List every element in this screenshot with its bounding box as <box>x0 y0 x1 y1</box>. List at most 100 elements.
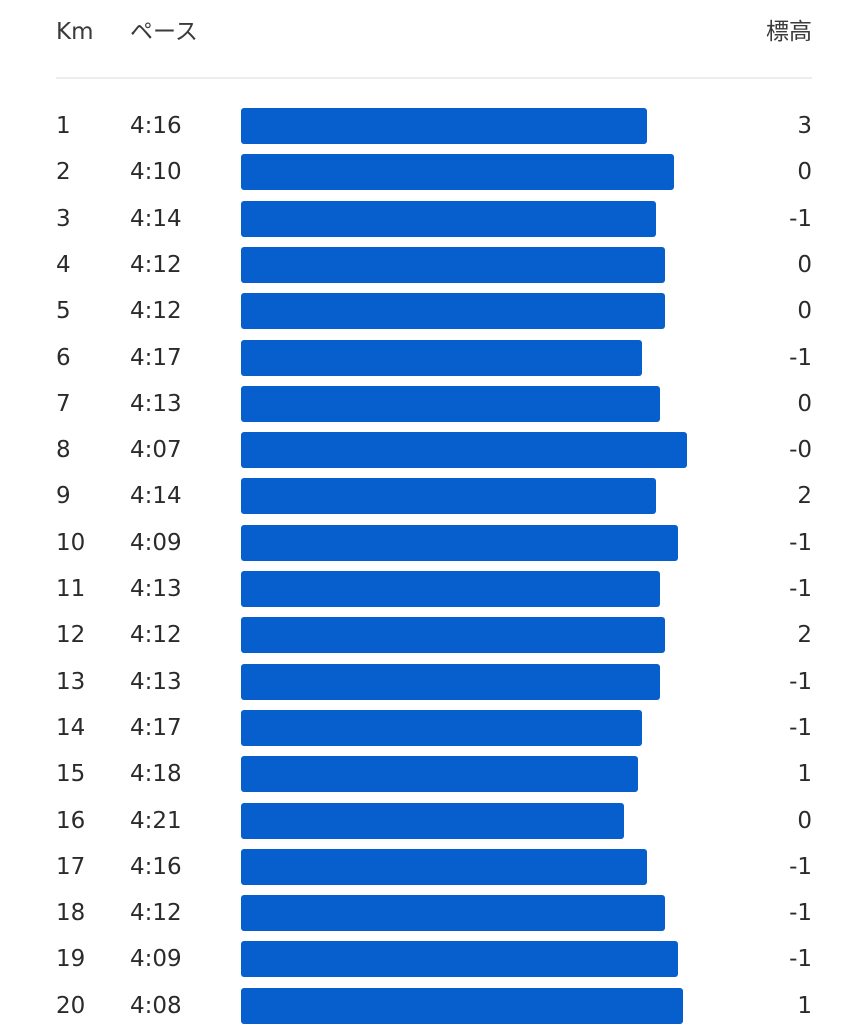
split-row: 18 4:12 -1 <box>0 894 868 932</box>
split-pace: 4:14 <box>130 205 182 232</box>
split-elevation: 0 <box>797 159 812 186</box>
split-pace: 4:13 <box>130 668 182 695</box>
split-pace: 4:13 <box>130 390 182 417</box>
split-elevation: 0 <box>797 251 812 278</box>
split-pace: 4:13 <box>130 576 182 602</box>
split-row: 19 4:09 -1 <box>0 940 868 978</box>
pace-column-header: ペース <box>130 19 198 45</box>
split-row: 12 4:12 2 <box>0 616 868 654</box>
split-row: 17 4:16 -1 <box>0 848 868 886</box>
split-row: 11 4:13 -1 <box>0 570 868 608</box>
split-row: 20 4:08 1 <box>0 987 868 1025</box>
split-pace: 4:14 <box>130 483 182 510</box>
split-km: 6 <box>56 344 71 371</box>
split-pace: 4:16 <box>130 113 182 139</box>
split-elevation: -1 <box>789 205 812 232</box>
split-row: 4 4:12 0 <box>0 246 868 284</box>
split-km: 7 <box>56 390 71 417</box>
split-km: 11 <box>56 576 86 602</box>
split-elevation: 0 <box>797 298 812 325</box>
split-km: 12 <box>56 622 86 649</box>
split-row: 5 4:12 0 <box>0 292 868 330</box>
split-elevation: 2 <box>797 622 812 649</box>
split-elevation: -1 <box>789 344 812 371</box>
split-km: 14 <box>56 714 86 741</box>
split-pace: 4:18 <box>130 761 182 788</box>
split-elevation: -1 <box>789 529 812 556</box>
split-pace: 4:12 <box>130 298 182 325</box>
pace-bar <box>241 524 678 561</box>
split-km: 18 <box>56 900 86 927</box>
split-pace: 4:10 <box>130 159 182 186</box>
pace-bar <box>241 617 665 654</box>
pace-bar <box>241 802 624 839</box>
split-elevation: -1 <box>789 714 812 741</box>
pace-bar <box>241 339 642 376</box>
split-km: 4 <box>56 251 71 278</box>
split-pace: 4:12 <box>130 622 182 649</box>
split-row: 10 4:09 -1 <box>0 524 868 562</box>
pace-bar <box>241 571 660 607</box>
split-elevation: 2 <box>797 483 812 510</box>
split-km: 5 <box>56 298 71 325</box>
elevation-column-header: 標高 <box>766 19 812 45</box>
pace-bar <box>241 432 687 469</box>
split-row: 3 4:14 -1 <box>0 200 868 238</box>
pace-bar <box>241 293 665 330</box>
pace-bar <box>241 895 665 932</box>
split-pace: 4:17 <box>130 344 182 371</box>
split-km: 9 <box>56 483 71 510</box>
split-pace: 4:21 <box>130 807 182 834</box>
split-km: 16 <box>56 807 86 834</box>
splits-header: Km ペース 標高 <box>0 0 868 64</box>
pace-bar <box>241 154 674 191</box>
split-km: 19 <box>56 946 86 973</box>
split-elevation: 1 <box>797 992 812 1019</box>
split-pace: 4:09 <box>130 946 182 973</box>
split-pace: 4:07 <box>130 437 182 464</box>
split-km: 2 <box>56 159 71 186</box>
split-km: 8 <box>56 437 71 464</box>
split-km: 1 <box>56 113 71 139</box>
split-elevation: -1 <box>789 946 812 973</box>
split-elevation: 3 <box>797 113 812 139</box>
split-km: 17 <box>56 853 86 880</box>
km-column-header: Km <box>56 19 94 45</box>
split-row: 6 4:17 -1 <box>0 339 868 377</box>
split-row: 15 4:18 1 <box>0 755 868 793</box>
pace-bar <box>241 385 660 422</box>
header-divider <box>56 77 812 79</box>
split-elevation: 1 <box>797 761 812 788</box>
pace-bar <box>241 987 683 1024</box>
split-pace: 4:12 <box>130 251 182 278</box>
split-row: 8 4:07 -0 <box>0 431 868 469</box>
pace-bar <box>241 848 647 885</box>
split-km: 13 <box>56 668 86 695</box>
split-km: 10 <box>56 529 86 556</box>
pace-bar <box>241 709 642 746</box>
pace-bar <box>241 246 665 283</box>
split-km: 3 <box>56 205 71 232</box>
split-pace: 4:17 <box>130 714 182 741</box>
split-pace: 4:16 <box>130 853 182 880</box>
split-elevation: -1 <box>789 668 812 695</box>
split-row: 2 4:10 0 <box>0 153 868 191</box>
split-row: 1 4:16 3 <box>0 107 868 145</box>
pace-bar <box>241 200 656 237</box>
split-elevation: 0 <box>797 390 812 417</box>
pace-bar <box>241 756 638 793</box>
split-elevation: -0 <box>789 437 812 464</box>
pace-bar <box>241 663 660 700</box>
split-pace: 4:08 <box>130 992 182 1019</box>
split-elevation: 0 <box>797 807 812 834</box>
split-elevation: -1 <box>789 576 812 602</box>
pace-bar <box>241 108 647 144</box>
split-elevation: -1 <box>789 900 812 927</box>
pace-bar <box>241 941 678 978</box>
split-row: 13 4:13 -1 <box>0 663 868 701</box>
split-km: 20 <box>56 992 86 1019</box>
split-pace: 4:12 <box>130 900 182 927</box>
split-elevation: -1 <box>789 853 812 880</box>
split-row: 7 4:13 0 <box>0 385 868 423</box>
